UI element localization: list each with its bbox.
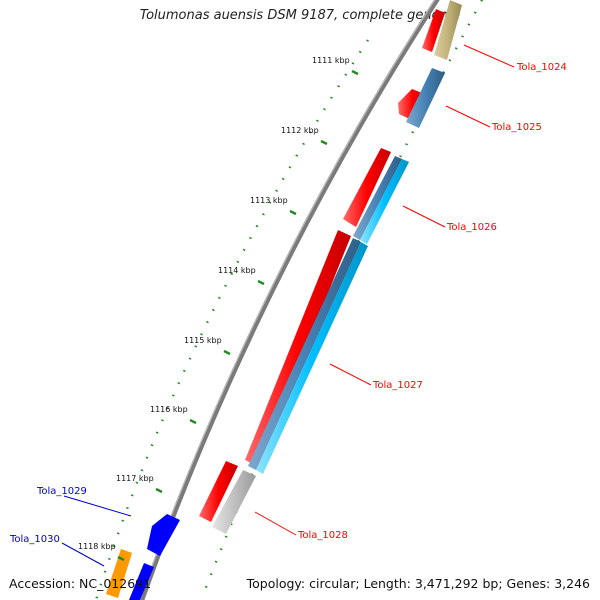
gene-callout-line [254,511,297,536]
gene-label[interactable]: Tola_1029 [36,486,87,497]
kbp-tick-mark [351,69,359,76]
topology-summary: Topology: circular; Length: 3,471,292 bp… [246,576,590,591]
backbone-line [139,0,440,600]
scale-dotted-arc [94,39,370,600]
gene-feature-tola-1030-blue[interactable] [129,563,154,600]
gene-feature-tola-1024-inner[interactable] [434,0,462,60]
gene-feature-tola-1028-inner[interactable] [212,470,256,534]
kbp-tick-label: 1118 kbp [78,542,116,551]
gene-label[interactable]: Tola_1030 [9,534,60,545]
gene-callout-line [463,44,515,68]
kbp-tick-marks [117,69,359,562]
map-title: Tolumonas auensis DSM 9187, complete gen… [139,8,461,23]
gene-feature-tola-1026-inner-cyan[interactable] [360,159,409,244]
gene-label[interactable]: Tola_1024 [516,62,567,73]
gene-label[interactable]: Tola_1026 [446,222,497,233]
gene-feature-tola-1024-outer[interactable] [422,9,445,52]
gene-feature-tola-1029[interactable] [147,514,180,556]
gene-feature-tola-1027-inner-blue[interactable] [248,238,361,470]
gene-feature-tola-1030-orange[interactable] [106,549,132,598]
gene-feature-tola-1026-outer[interactable] [343,148,391,227]
gene-feature-tola-1026-inner-blue[interactable] [353,156,402,240]
gene-feature-tola-1025-inner[interactable] [406,68,445,128]
kbp-tick-label: 1112 kbp [281,126,319,135]
kbp-tick-label: 1111 kbp [312,56,350,65]
kbp-tick-mark [320,139,328,146]
kbp-tick-mark [117,555,125,562]
gene-callout-line [445,105,491,128]
gene-callout-line [329,363,372,386]
gene-callout-line [61,542,105,567]
kbp-tick-label: 1115 kbp [184,336,222,345]
gene-label[interactable]: Tola_1025 [491,122,542,133]
kbp-tick-label: 1114 kbp [218,266,256,275]
kbp-tick-mark [155,487,163,494]
backbone-highlight [139,0,436,600]
kbp-tick-labels: 1111 kbp 1112 kbp 1113 kbp 1114 kbp 1115 kbp… [78,56,350,551]
gene-label[interactable]: Tola_1028 [297,530,348,541]
gene-label[interactable]: Tola_1027 [372,380,423,391]
gene-feature-tola-1028-outer[interactable] [199,461,238,522]
kbp-tick-label: 1116 kbp [150,405,188,414]
accession-label: Accession: NC_012691 [9,576,152,591]
gene-callouts: Tola_1024 Tola_1025 Tola_1026 Tola_1027 Tola… [9,44,567,567]
gene-feature-tola-1027-outer[interactable] [245,230,351,466]
kbp-tick-mark [189,418,197,425]
kbp-tick-label: 1117 kbp [116,474,154,483]
kbp-tick-mark [289,209,297,216]
kbp-tick-mark [223,349,231,356]
gene-feature-tola-1027-inner-cyan[interactable] [256,242,368,474]
gene-callout-line [63,495,132,517]
gene-callout-line [402,205,446,228]
kbp-tick-mark [257,279,265,286]
kbp-tick-label: 1113 kbp [250,196,288,205]
